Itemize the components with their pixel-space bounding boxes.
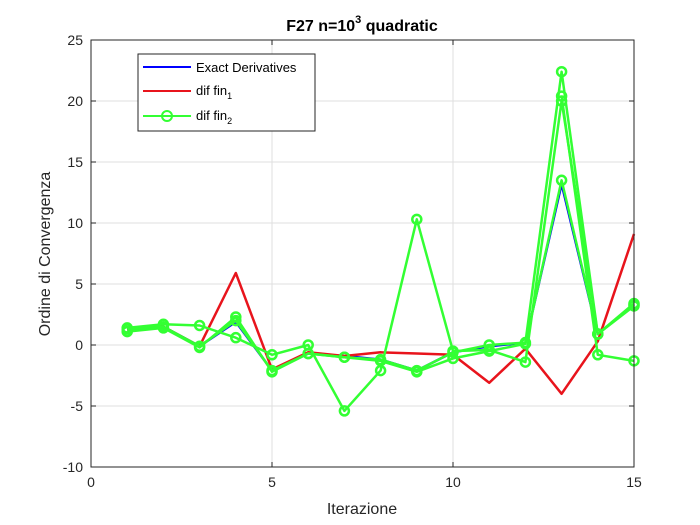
data-point-marker: [447, 346, 459, 359]
data-point-marker: [266, 364, 278, 377]
data-point-marker: [193, 319, 206, 332]
x-tick-label: 15: [626, 474, 642, 490]
data-point-marker: [447, 352, 459, 365]
x-axis-label: Iterazione: [327, 501, 397, 518]
chart-title: F27 n=103 quadratic: [286, 14, 438, 35]
axis-ticks: 0 5 10 15 -10 -5 0 5 10 15 20 25: [63, 32, 642, 490]
data-point-marker: [230, 314, 242, 327]
data-point-marker: [121, 323, 133, 335]
series-line: [127, 70, 635, 372]
data-point-marker: [483, 339, 495, 351]
y-axis-label: Ordine di Convergenza: [37, 172, 54, 337]
data-point-marker: [266, 349, 278, 361]
data-point-marker: [555, 90, 568, 102]
y-tick-label: -5: [71, 398, 84, 414]
data-point-marker: [302, 347, 314, 360]
y-tick-label: 15: [67, 154, 83, 170]
legend: Exact Derivatives dif fin1 dif fin2: [137, 53, 316, 132]
data-point-marker: [374, 353, 387, 366]
y-tick-label: 5: [75, 276, 83, 292]
series-4: [121, 65, 640, 377]
y-tick-label: 25: [67, 32, 83, 48]
data-point-marker: [230, 331, 242, 344]
data-point-marker: [592, 349, 604, 361]
data-point-marker: [411, 213, 423, 226]
legend-marker-dif-fin-2: [161, 110, 173, 122]
axes-box: [90, 39, 635, 468]
legend-label-dif-fin-1: dif fin1: [196, 83, 232, 101]
series-line: [127, 233, 636, 396]
data-point-marker: [157, 320, 170, 333]
data-point-marker: [555, 174, 568, 187]
y-tick-label: 20: [67, 93, 83, 109]
data-point-marker: [555, 65, 568, 78]
series-line: [127, 99, 635, 413]
x-tick-label: 5: [268, 474, 276, 490]
data-point-marker: [193, 340, 206, 352]
series-line: [560, 95, 635, 363]
data-point-marker: [338, 405, 351, 417]
y-tick-label: 0: [75, 337, 83, 353]
x-tick-label: 10: [445, 474, 461, 490]
data-point-marker: [519, 356, 532, 368]
y-tick-label: -10: [63, 459, 83, 475]
legend-label-dif-fin-2: dif fin2: [196, 108, 232, 126]
data-point-marker: [519, 336, 532, 349]
x-tick-label: 0: [87, 474, 95, 490]
data-point-marker: [592, 328, 604, 340]
data-series: [121, 65, 640, 417]
data-point-marker: [374, 364, 387, 377]
data-point-marker: [411, 364, 423, 377]
y-tick-label: 10: [67, 215, 83, 231]
data-point-marker: [338, 351, 351, 363]
series-1: [127, 233, 636, 396]
legend-label-exact: Exact Derivatives: [196, 60, 297, 75]
